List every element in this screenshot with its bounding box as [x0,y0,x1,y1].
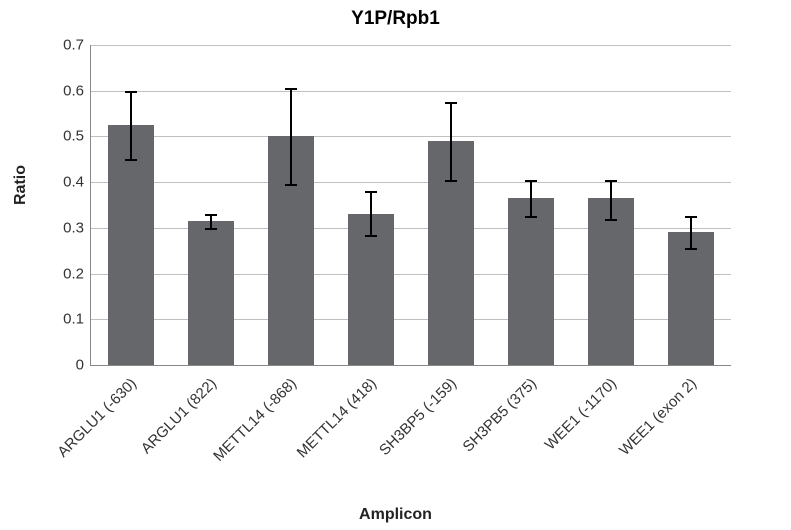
x-tick-label: ARGLU1 (-630) [54,375,140,461]
bar [588,198,634,365]
bar [668,232,714,365]
error-cap [285,184,297,186]
error-bar [290,88,292,184]
plot-area [90,45,731,366]
error-cap [685,216,697,218]
gridline [91,45,731,46]
error-cap [205,214,217,216]
error-cap [125,159,137,161]
bar [348,214,394,365]
error-bar [530,180,532,217]
y-tick-label: 0.6 [44,82,84,99]
chart-container: Y1P/Rpb1 Ratio Amplicon 0 0.1 0.2 0.3 0.4 0.5… [0,0,791,530]
x-tick-label: METTL14 (-868) [210,375,300,465]
error-cap [365,235,377,237]
x-tick-label: SH3BP5 (-159) [376,375,460,459]
error-cap [125,91,137,93]
gridline [91,136,731,137]
y-tick-label: 0.4 [44,174,84,191]
chart-title: Y1P/Rpb1 [0,8,791,30]
y-tick-label: 0 [44,357,84,374]
error-cap [205,228,217,230]
error-bar [610,180,612,219]
error-cap [525,216,537,218]
error-cap [525,180,537,182]
gridline [91,91,731,92]
x-tick-label: ARGLU1 (822) [138,375,220,457]
y-tick-label: 0.3 [44,219,84,236]
error-cap [445,102,457,104]
error-cap [285,88,297,90]
bar [508,198,554,365]
y-tick-label: 0.1 [44,311,84,328]
x-tick-label: SH3PB5 (375) [460,375,540,455]
y-tick-label: 0.5 [44,128,84,145]
error-bar [450,102,452,180]
y-axis-label: Ratio [12,165,30,205]
x-tick-label: METTL14 (418) [294,375,380,461]
x-tick-label: WEE1 (-1170) [542,375,620,453]
x-axis-label: Amplicon [0,506,791,524]
error-bar [130,91,132,160]
error-bar [370,191,372,234]
gridline [91,182,731,183]
error-cap [685,248,697,250]
error-bar [690,216,692,248]
error-bar [210,214,212,228]
error-cap [365,191,377,193]
x-tick-label: WEE1 (exon 2) [616,375,700,459]
error-cap [605,180,617,182]
bar [188,221,234,365]
y-tick-label: 0.2 [44,265,84,282]
y-tick-label: 0.7 [44,37,84,54]
error-cap [605,219,617,221]
error-cap [445,180,457,182]
